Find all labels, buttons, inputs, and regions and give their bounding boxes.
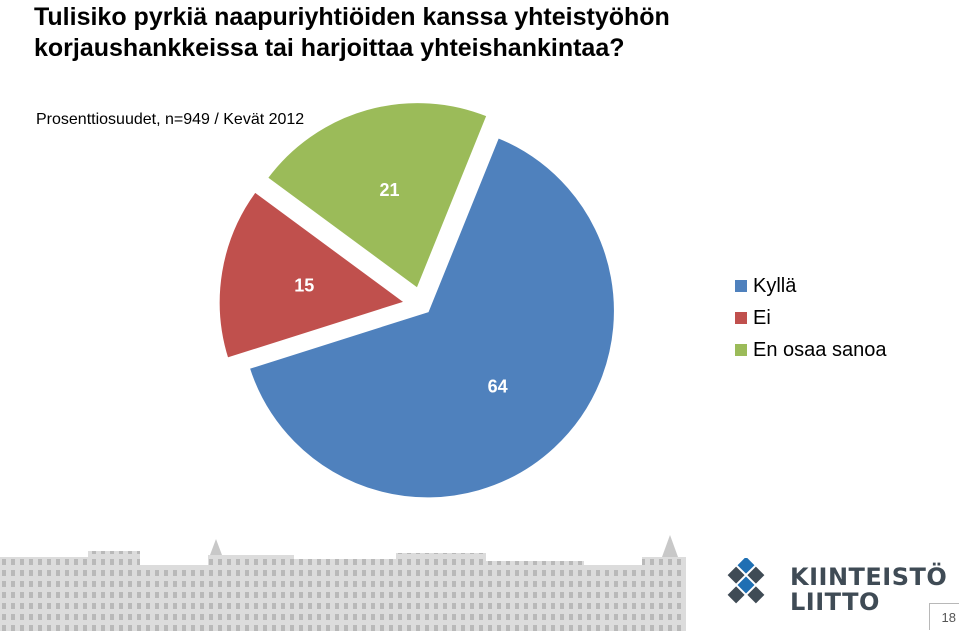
legend-swatch	[735, 280, 747, 292]
data-label-0: 64	[488, 377, 508, 397]
legend: Kyllä Ei En osaa sanoa	[735, 270, 886, 366]
pie-chart: 64 15 21	[216, 100, 617, 501]
kiinteistoliitto-logo-icon	[727, 558, 765, 604]
page-number: 18	[929, 603, 959, 630]
logo-line-1: KIINTEISTÖ	[790, 563, 948, 591]
legend-item-kylla: Kyllä	[735, 270, 886, 302]
legend-swatch	[735, 344, 747, 356]
legend-label: Ei	[753, 306, 771, 329]
legend-label: En osaa sanoa	[753, 338, 887, 361]
legend-item-ei: Ei	[735, 302, 886, 334]
legend-item-en-osaa-sanoa: En osaa sanoa	[735, 334, 886, 366]
pie-slice-0	[246, 134, 617, 501]
data-label-2: 21	[379, 180, 399, 200]
pie-slice-2	[264, 100, 491, 292]
legend-swatch	[735, 312, 747, 324]
logo-line-2: LIITTO	[790, 588, 880, 616]
logo-wordmark: KIINTEISTÖ LIITTO	[790, 565, 947, 615]
pie-slice-1	[216, 188, 410, 362]
data-label-1: 15	[294, 275, 314, 295]
chart-title: Tulisiko pyrkiä naapuriyhtiöiden kanssa …	[34, 3, 670, 62]
chart-subtitle: Prosenttiosuudet, n=949 / Kevät 2012	[36, 111, 305, 128]
city-skyline-image	[0, 535, 686, 631]
legend-label: Kyllä	[753, 274, 797, 297]
